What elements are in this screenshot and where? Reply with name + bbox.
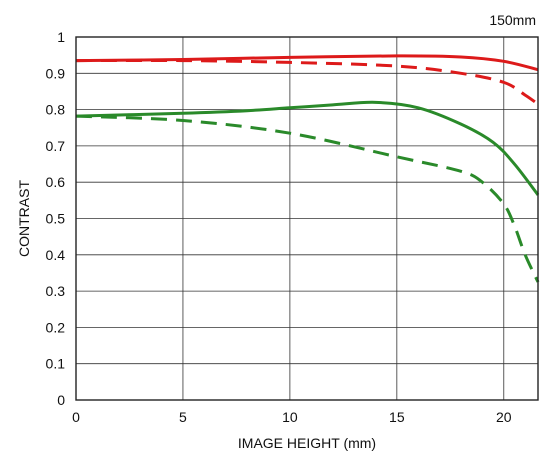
y-tick-label: 0.2	[46, 319, 66, 335]
x-tick-label: 20	[496, 409, 512, 425]
y-tick-label: 0.5	[46, 211, 66, 227]
y-tick-label: 0.9	[46, 65, 66, 81]
y-axis-label: CONTRAST	[16, 180, 32, 257]
x-tick-label: 15	[389, 409, 405, 425]
x-tick-label: 0	[72, 409, 80, 425]
y-tick-label: 0.8	[46, 102, 66, 118]
series-red-dashed	[76, 60, 538, 104]
x-tick-labels: 0 5 10 15 20	[72, 409, 512, 425]
y-tick-label: 0.1	[46, 356, 66, 372]
y-tick-label: 0.6	[46, 174, 66, 190]
x-axis-label: IMAGE HEIGHT (mm)	[238, 435, 376, 451]
y-tick-label: 1	[57, 29, 65, 45]
x-tick-label: 5	[179, 409, 187, 425]
y-tick-label: 0.3	[46, 283, 66, 299]
x-tick-label: 10	[282, 409, 298, 425]
y-tick-labels: 0 0.1 0.2 0.3 0.4 0.5 0.6 0.7 0.8 0.9 1	[46, 29, 66, 408]
series-green-solid	[76, 102, 538, 195]
series-green-dashed	[76, 116, 538, 282]
y-tick-label: 0	[57, 392, 65, 408]
y-tick-label: 0.4	[46, 247, 66, 263]
focal-length-annotation: 150mm	[489, 12, 536, 28]
series-layer	[76, 56, 538, 282]
y-tick-label: 0.7	[46, 138, 66, 154]
grid	[76, 37, 538, 400]
